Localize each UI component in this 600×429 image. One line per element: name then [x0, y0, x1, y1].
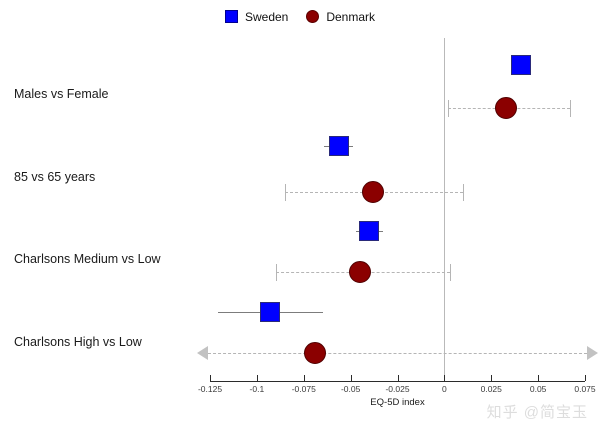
ci-cap-high-denmark-0 [570, 100, 571, 117]
ci-cap-high-denmark-2 [450, 264, 451, 281]
x-axis-ticklabel-8: 0.075 [574, 384, 596, 394]
data-point-denmark-3[interactable] [304, 342, 326, 364]
data-point-denmark-0[interactable] [495, 97, 518, 119]
data-point-sweden-1[interactable] [329, 136, 350, 156]
x-axis-ticklabel-4: -0.025 [385, 384, 410, 394]
x-axis-ticklabel-6: 0.025 [480, 384, 502, 394]
square-icon [224, 10, 238, 23]
ci-arrow-left-denmark-3 [197, 346, 208, 360]
legend-item-sweden: Sweden [224, 9, 289, 24]
legend-item-denmark: Denmark [306, 10, 375, 23]
x-axis-ticklabel-0: -0.125 [197, 384, 223, 394]
category-label-3: Charlsons High vs Low [14, 335, 142, 349]
data-point-denmark-1[interactable] [362, 181, 385, 203]
ci-cap-low-denmark-2 [275, 264, 277, 281]
data-point-sweden-2[interactable] [359, 221, 380, 241]
category-label-0: Males vs Female [14, 87, 109, 101]
ci-arrow-right-denmark-3 [587, 346, 598, 360]
x-axis-title: EQ-5D index [370, 397, 425, 408]
x-axis-tick-5 [444, 375, 446, 381]
x-axis-ticklabel-5: 0 [442, 384, 447, 394]
x-axis-tick-7 [538, 375, 540, 381]
zero-reference-line [444, 38, 446, 381]
x-axis-ticklabel-1: -0.1 [249, 384, 265, 394]
x-axis-tick-0 [210, 375, 211, 381]
circle-icon [306, 10, 320, 23]
watermark: 知乎 @简宝玉 [486, 404, 588, 421]
x-axis-tick-8 [585, 375, 586, 381]
data-point-sweden-0[interactable] [511, 55, 532, 75]
x-axis-tick-3 [350, 375, 352, 381]
category-label-2: Charlsons Medium vs Low [14, 252, 161, 266]
x-axis-tick-2 [303, 375, 305, 381]
data-point-denmark-2[interactable] [349, 261, 371, 283]
x-axis-ticklabel-7: 0.05 [529, 384, 547, 394]
x-axis-tick-4 [397, 375, 399, 381]
data-point-sweden-3[interactable] [260, 302, 280, 322]
x-axis-tick-1 [256, 375, 258, 381]
ci-cap-low-denmark-0 [448, 100, 450, 117]
legend-label-sweden: Sweden [244, 9, 289, 24]
ci-line-denmark-3 [208, 353, 587, 354]
chart-legend: Sweden Denmark [0, 10, 600, 23]
x-axis-ticklabel-2: -0.075 [291, 384, 316, 394]
x-axis-line [210, 381, 585, 382]
ci-cap-high-denmark-1 [463, 184, 465, 201]
legend-label-denmark: Denmark [326, 9, 376, 24]
ci-cap-low-denmark-1 [285, 184, 286, 201]
x-axis-tick-6 [491, 375, 493, 381]
x-axis-ticklabel-3: -0.05 [340, 384, 361, 394]
category-label-1: 85 vs 65 years [14, 170, 96, 184]
